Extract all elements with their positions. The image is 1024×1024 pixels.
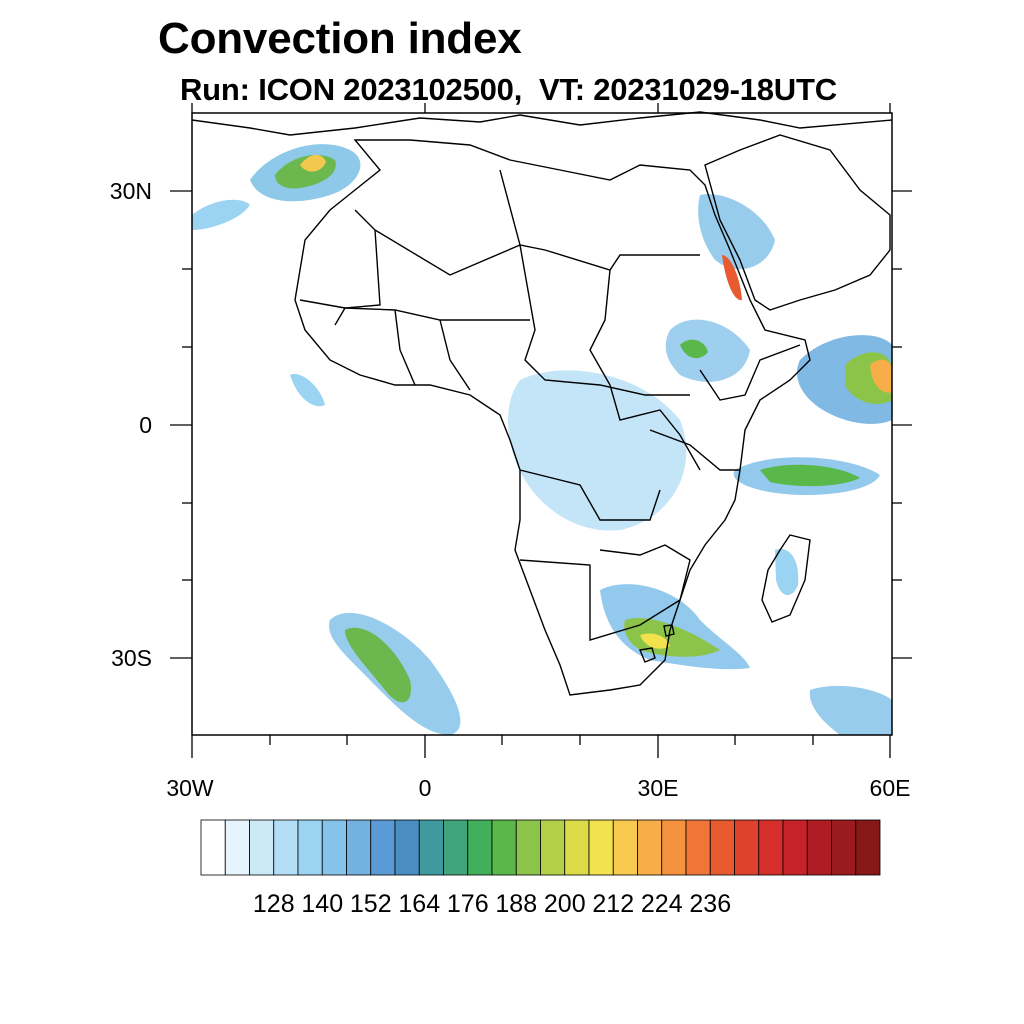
shade-southern-africa-peak xyxy=(640,633,670,649)
colorbar-label: 140 xyxy=(301,890,343,918)
lesotho xyxy=(639,647,656,663)
border-sahara-1 xyxy=(334,209,381,326)
colorbar-box xyxy=(782,819,808,876)
mediterranean-north xyxy=(191,111,893,136)
shade-gulf-guinea xyxy=(290,374,325,407)
colorbar-label: 176 xyxy=(447,890,489,918)
colorbar-label: 152 xyxy=(350,890,392,918)
border-east-1 xyxy=(699,344,801,401)
shade-redsea-core xyxy=(722,255,742,301)
x-tick-label-30w: 30W xyxy=(166,775,214,800)
shade-ethiopia xyxy=(665,319,750,382)
map-panel: 30W 0 30E 60E 30N 0 30S xyxy=(110,103,912,800)
shade-ethiopia-core xyxy=(680,339,708,359)
shade-central-africa xyxy=(508,370,687,531)
x-tick-label-60e: 60E xyxy=(870,775,911,800)
colorbar-box xyxy=(418,819,444,876)
colorbar-box xyxy=(831,819,857,876)
madagascar-coast xyxy=(761,534,811,623)
colorbar-box xyxy=(370,819,396,876)
colorbar-box xyxy=(491,819,517,876)
shade-indian-ocean-core xyxy=(760,464,860,487)
x-tick-label-0: 0 xyxy=(419,775,432,800)
border-south-1 xyxy=(519,544,691,641)
x-tick-label-30e: 30E xyxy=(638,775,679,800)
colorbar-box xyxy=(564,819,590,876)
border-west-2 xyxy=(394,309,471,391)
colorbar-label: 164 xyxy=(398,890,440,918)
colorbar-box xyxy=(249,819,275,876)
shade-madagascar xyxy=(775,549,799,596)
border-central-1 xyxy=(499,169,690,396)
eswatini xyxy=(663,624,675,637)
colorbar-label: 200 xyxy=(544,890,586,918)
border-sahara-2 xyxy=(374,229,700,276)
border-east-2 xyxy=(649,429,740,471)
colorbar-label: 212 xyxy=(592,890,634,918)
shade-atlantic-nw xyxy=(192,199,250,230)
coastlines xyxy=(191,111,893,696)
africa-coastline xyxy=(294,139,811,696)
colorbar-box xyxy=(515,819,541,876)
border-central-2 xyxy=(589,269,701,471)
y-tick-label-0: 0 xyxy=(139,412,152,438)
colorbar-box xyxy=(588,819,614,876)
map-frame xyxy=(191,112,893,736)
shade-southern-africa-core xyxy=(624,618,720,657)
y-tick-label-30n: 30N xyxy=(110,178,152,204)
colorbar-box xyxy=(297,819,323,876)
colorbar-box xyxy=(394,819,420,876)
colorbar-box xyxy=(855,819,881,876)
colorbar-box xyxy=(709,819,735,876)
shade-southeast-ocean xyxy=(809,685,892,735)
colorbar-box xyxy=(224,819,250,876)
plot-title: Convection index xyxy=(158,14,522,63)
shade-northwest-peak xyxy=(300,154,326,172)
plot-subtitle: Run: ICON 2023102500, VT: 20231029-18UTC xyxy=(180,72,837,107)
colorbar-box xyxy=(540,819,566,876)
colorbar-box xyxy=(273,819,299,876)
colorbar-box xyxy=(685,819,711,876)
colorbar-box xyxy=(734,819,760,876)
shade-south-atlantic-core xyxy=(345,627,411,703)
colorbar-box xyxy=(346,819,372,876)
colorbar-label: 236 xyxy=(689,890,731,918)
colorbar-label: 224 xyxy=(641,890,683,918)
y-tick-label-30s: 30S xyxy=(111,645,152,671)
colorbar-box xyxy=(806,819,832,876)
convection-shading xyxy=(192,144,892,735)
colorbar-labels: 128 140 152 164 176 188 200 212 224 236 xyxy=(253,890,731,918)
colorbar-box xyxy=(758,819,784,876)
colorbar-box xyxy=(443,819,469,876)
axis-ticks xyxy=(170,103,912,758)
shade-arabian-sea-peak xyxy=(870,359,892,393)
colorbar-label: 128 xyxy=(253,890,295,918)
arabia-coast xyxy=(704,134,891,311)
colorbar-box xyxy=(467,819,493,876)
colorbar-box xyxy=(200,819,226,876)
colorbar-box xyxy=(612,819,638,876)
colorbar-box xyxy=(321,819,347,876)
border-west-1 xyxy=(299,299,530,321)
border-south-2 xyxy=(519,469,661,521)
colorbar-boxes xyxy=(200,819,881,876)
colorbar-box xyxy=(637,819,663,876)
colorbar-box xyxy=(661,819,687,876)
colorbar-label: 188 xyxy=(495,890,537,918)
